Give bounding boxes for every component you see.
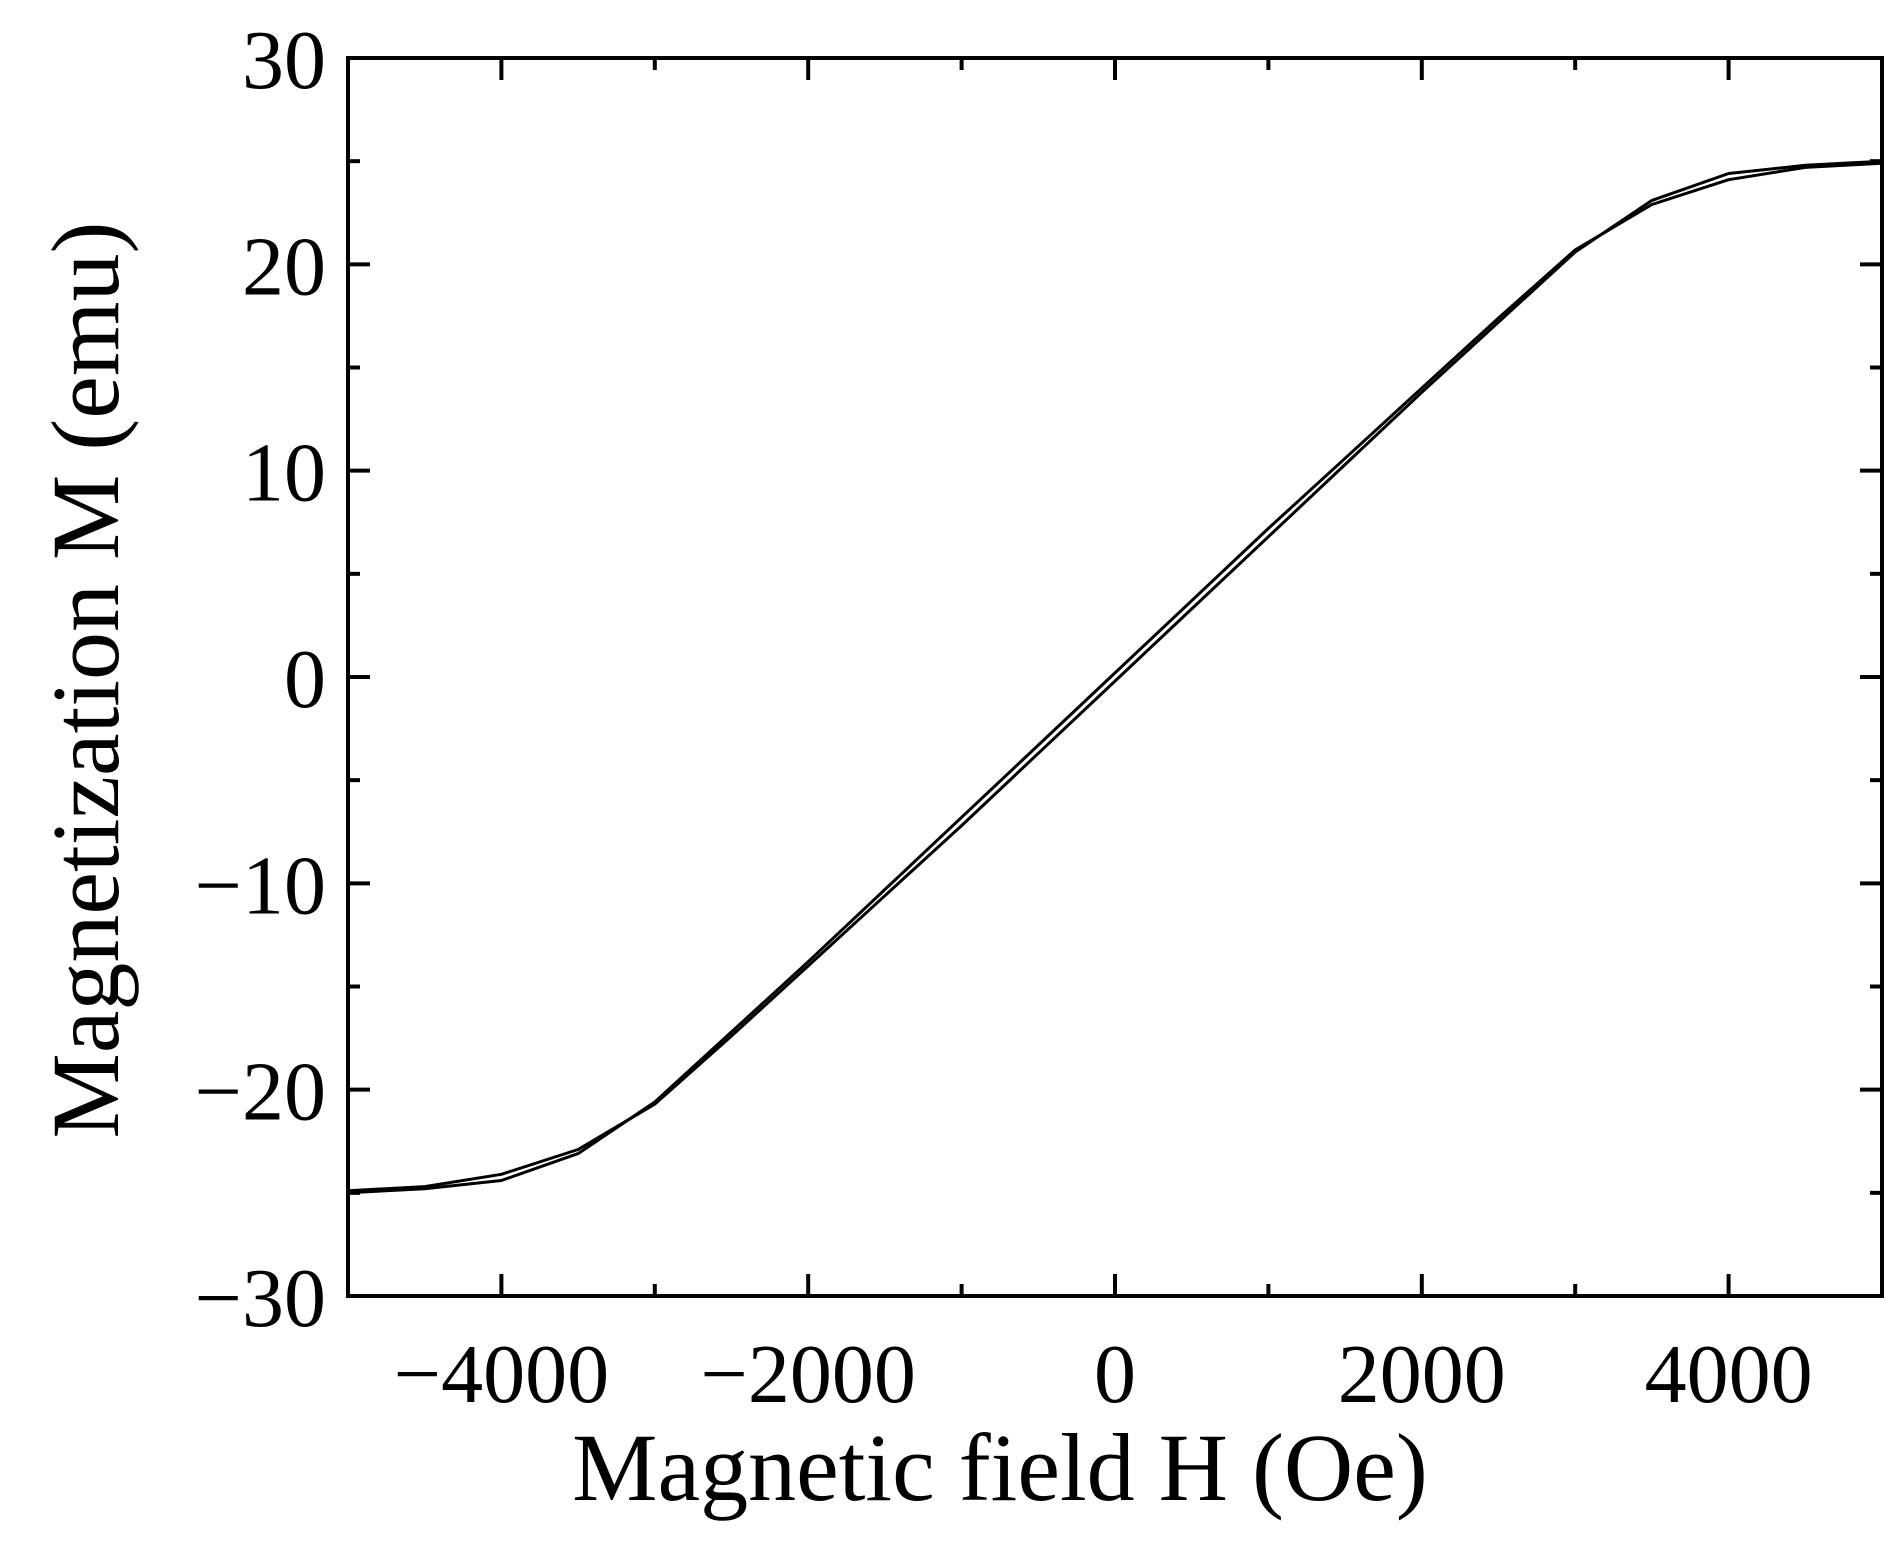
plot-frame <box>346 56 1884 1298</box>
y-tick-label: 20 <box>242 220 326 313</box>
x-tick-label: 4000 <box>1645 1328 1813 1421</box>
y-tick-label: 0 <box>284 633 326 726</box>
series-layer <box>346 159 1884 1195</box>
y-axis-ticks: −30 −20 −10 0 10 20 30 <box>195 14 1882 1345</box>
x-axis-ticks: −4000 −2000 0 2000 4000 <box>346 58 1884 1421</box>
x-tick-label: 0 <box>1094 1328 1136 1421</box>
y-tick-label: 30 <box>242 14 326 107</box>
y-tick-label: −30 <box>195 1252 326 1345</box>
series-line-2 <box>346 161 1884 1195</box>
x-axis-label: Magnetic field H (Oe) <box>572 1414 1428 1521</box>
y-tick-label: 10 <box>242 427 326 520</box>
y-axis-label: Magnetization M (emu) <box>32 221 139 1138</box>
y-tick-label: −20 <box>195 1046 326 1139</box>
series-line-1 <box>346 159 1884 1193</box>
x-tick-label: 2000 <box>1338 1328 1506 1421</box>
y-tick-label: −10 <box>195 839 326 932</box>
x-tick-label: −4000 <box>394 1328 609 1421</box>
plot-border <box>346 56 1884 1298</box>
x-tick-label: −2000 <box>701 1328 916 1421</box>
